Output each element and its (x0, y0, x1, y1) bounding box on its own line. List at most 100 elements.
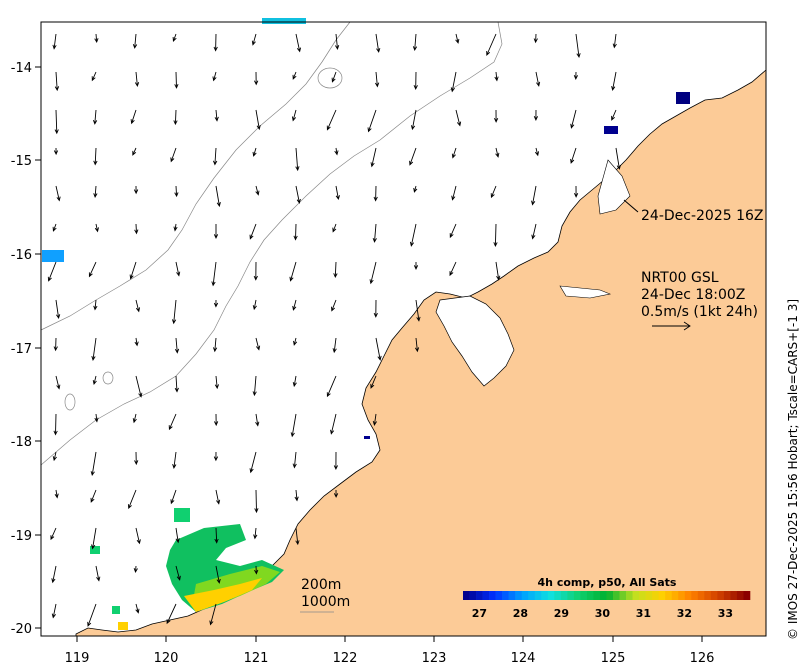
current-vector (253, 71, 259, 86)
current-vector (409, 223, 417, 247)
current-vector (93, 185, 98, 199)
current-vector (52, 451, 57, 462)
colorbar-swatch (567, 591, 575, 600)
colorbar-swatch (489, 591, 496, 600)
colorbar-swatch (717, 591, 725, 600)
current-vector (213, 224, 219, 239)
current-vector (252, 299, 257, 311)
current-vector (292, 299, 297, 311)
current-vector (214, 109, 219, 122)
lat-tick-label: -14 (11, 61, 32, 76)
current-vector (615, 147, 621, 170)
pass-time-pointer (623, 199, 639, 213)
current-vector (135, 299, 141, 313)
colorbar-swatch (613, 591, 620, 600)
colorbar-swatch (730, 591, 738, 600)
colorbar: 4h comp, p50, All Sats 27 28 29 30 31 32 33 (463, 576, 751, 620)
current-vector (47, 261, 57, 282)
current-vector (134, 451, 139, 466)
current-vector (214, 527, 219, 544)
colorbar-title: 4h comp, p50, All Sats (538, 576, 677, 589)
colorbar-swatch (671, 591, 679, 600)
current-vector (253, 527, 258, 540)
lon-tick-label: 124 (511, 651, 536, 666)
colorbar-swatch (515, 591, 522, 600)
current-vector (175, 261, 181, 277)
current-vector (375, 337, 382, 361)
current-vector (455, 109, 462, 127)
colorbar-swatch (586, 591, 594, 600)
current-vector (573, 71, 579, 80)
current-vector (413, 71, 418, 90)
current-vector (134, 337, 139, 347)
current-vector (51, 565, 57, 584)
current-vector (573, 185, 579, 198)
colorbar-tick-label: 32 (677, 607, 692, 620)
current-vector (55, 299, 61, 320)
current-vector (413, 262, 419, 270)
current-vector (330, 413, 337, 435)
current-vector (249, 451, 257, 474)
current-vector (326, 375, 337, 398)
credit-text: © IMOS 27-Dec-2025 15:56 Hobart; Tscale=… (786, 299, 800, 640)
current-vector (92, 109, 98, 125)
current-vector (132, 413, 137, 424)
current-vector (410, 109, 417, 131)
colorbar-swatch (684, 591, 692, 600)
current-vector (409, 147, 417, 166)
current-vector (54, 109, 59, 135)
valid-time-label: 24-Dec 18:00Z (641, 287, 745, 303)
current-vector (214, 375, 220, 390)
current-vector (292, 375, 297, 388)
colorbar-swatch (495, 591, 503, 600)
colorbar-swatch (658, 591, 666, 600)
current-vector (533, 109, 539, 121)
current-vector (134, 71, 140, 88)
lon-tick-label: 119 (65, 651, 90, 666)
isobath-label-200m: 200m (301, 577, 341, 593)
current-vector (369, 261, 377, 285)
current-vector (135, 375, 143, 398)
current-vector (255, 109, 261, 131)
current-vector (134, 223, 139, 235)
colorbar-swatch (502, 591, 509, 600)
current-vector (533, 33, 538, 44)
current-vector (370, 147, 377, 168)
current-vector (373, 299, 378, 318)
current-vector (449, 223, 457, 239)
current-vector (332, 223, 337, 233)
current-vector (54, 489, 59, 499)
isobath-ring (102, 371, 114, 385)
colorbar-swatch (639, 591, 646, 600)
current-vector (174, 185, 179, 198)
current-vector (54, 71, 60, 92)
current-vector (170, 489, 177, 505)
colorbar-swatch (541, 591, 549, 600)
current-vector (255, 185, 260, 196)
colorbar-swatch (521, 591, 529, 600)
lon-tick-label: 125 (601, 651, 626, 666)
colorbar-tick-label: 33 (718, 607, 733, 620)
current-vector (88, 261, 97, 278)
current-vector (535, 71, 541, 87)
current-vector (495, 147, 500, 158)
colorbar-swatch (710, 591, 718, 600)
current-vector (335, 185, 340, 201)
current-vector (168, 413, 177, 431)
colorbar-swatch (573, 591, 581, 600)
lon-tick-label: 126 (690, 651, 715, 666)
current-vector (334, 147, 339, 156)
current-vector (172, 33, 177, 42)
current-vectors (47, 33, 621, 627)
current-vector (51, 603, 57, 619)
inland-water (597, 159, 631, 215)
current-vector (91, 71, 97, 82)
current-vector (570, 147, 577, 164)
isobath-label-1000m: 1000m (301, 594, 350, 610)
current-vector (332, 337, 337, 354)
current-vector (94, 33, 99, 44)
colorbar-swatch (482, 591, 490, 600)
current-vector (372, 223, 377, 243)
current-vector (255, 413, 260, 427)
current-vector (451, 185, 457, 201)
